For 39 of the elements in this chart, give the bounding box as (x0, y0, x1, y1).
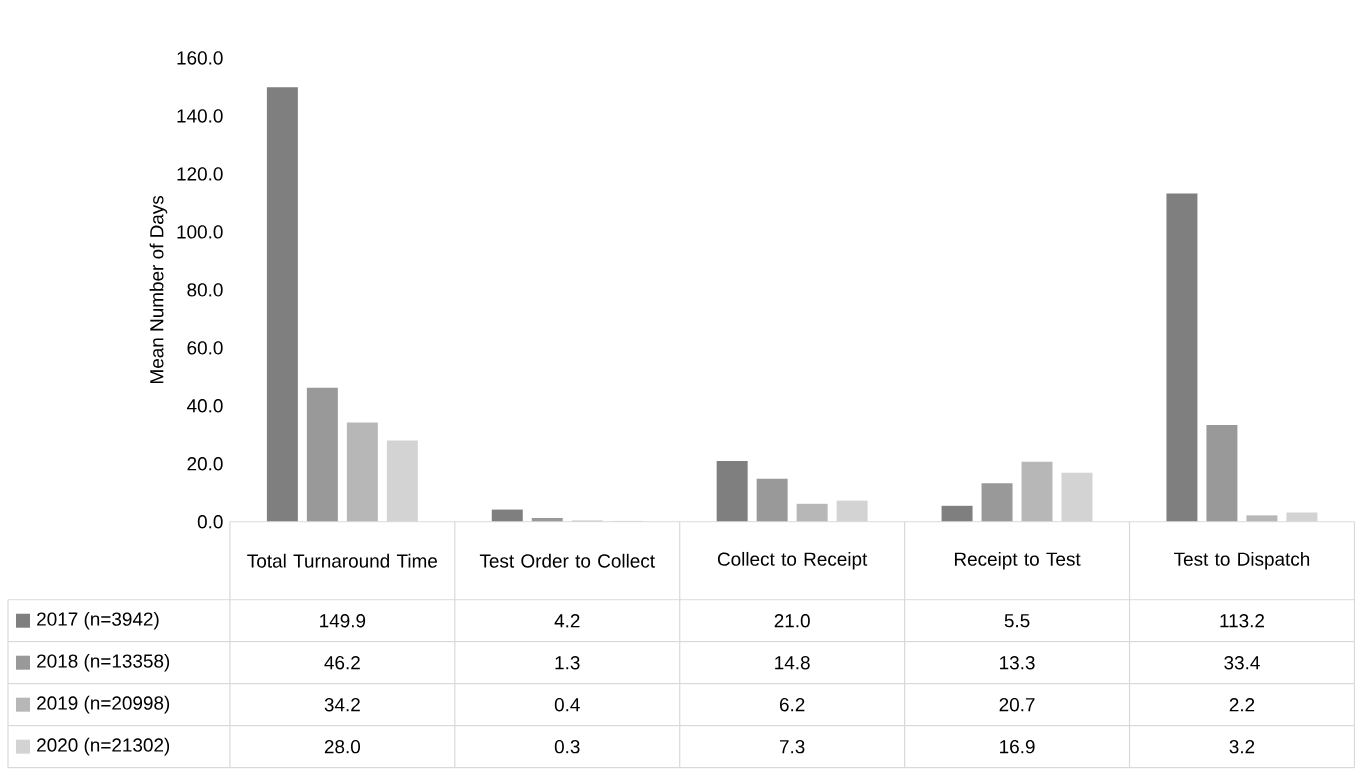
x-tick-label: Receipt to Test (954, 552, 1081, 570)
legend-label: 2018 (n=13358) (37, 654, 170, 672)
data-label: 7.3 (779, 740, 805, 754)
legend-label: 2020 (n=21302) (37, 738, 170, 756)
data-label: 28.0 (324, 740, 361, 754)
data-label: 21.0 (774, 614, 810, 628)
data-label: 34.2 (324, 698, 360, 712)
data-label: 2.2 (1229, 698, 1255, 712)
data-label: 16.9 (1000, 740, 1035, 754)
legend-label: 2017 (n=3942) (37, 612, 159, 630)
data-label: 14.8 (775, 656, 810, 670)
data-label: 3.2 (1229, 740, 1255, 754)
y-tick-label: 160.0 (177, 51, 223, 65)
y-tick-label: 140.0 (177, 109, 223, 123)
data-label: 4.2 (554, 614, 580, 628)
data-label: 0.4 (554, 698, 580, 712)
y-tick-label: 40.0 (187, 399, 223, 413)
data-label: 6.2 (779, 698, 805, 712)
x-tick-label: Test to Dispatch (1174, 552, 1310, 570)
y-tick-label: 80.0 (187, 283, 223, 297)
y-tick-label: 60.0 (187, 341, 223, 355)
data-label: 5.5 (1004, 614, 1030, 628)
x-tick-label: Test Order to Collect (479, 553, 655, 568)
data-label: 20.7 (999, 698, 1035, 712)
data-label: 0.3 (554, 740, 580, 754)
x-tick-label: Collect to Receipt (717, 552, 868, 570)
y-axis-title: Mean Number of Days (149, 196, 168, 384)
x-tick-label: Total Turnaround Time (247, 553, 438, 568)
y-tick-label: 20.0 (187, 457, 223, 471)
y-tick-label: 100.0 (177, 225, 223, 239)
y-tick-label: 0.0 (197, 515, 223, 529)
data-label: 113.2 (1220, 614, 1264, 628)
data-label: 13.3 (1000, 656, 1035, 670)
legend-label: 2019 (n=20998) (37, 696, 170, 714)
data-label: 149.9 (320, 614, 366, 628)
data-label: 33.4 (1224, 656, 1260, 670)
data-label: 46.2 (324, 656, 360, 670)
data-label: 1.3 (555, 656, 580, 670)
y-tick-label: 120.0 (177, 167, 223, 181)
